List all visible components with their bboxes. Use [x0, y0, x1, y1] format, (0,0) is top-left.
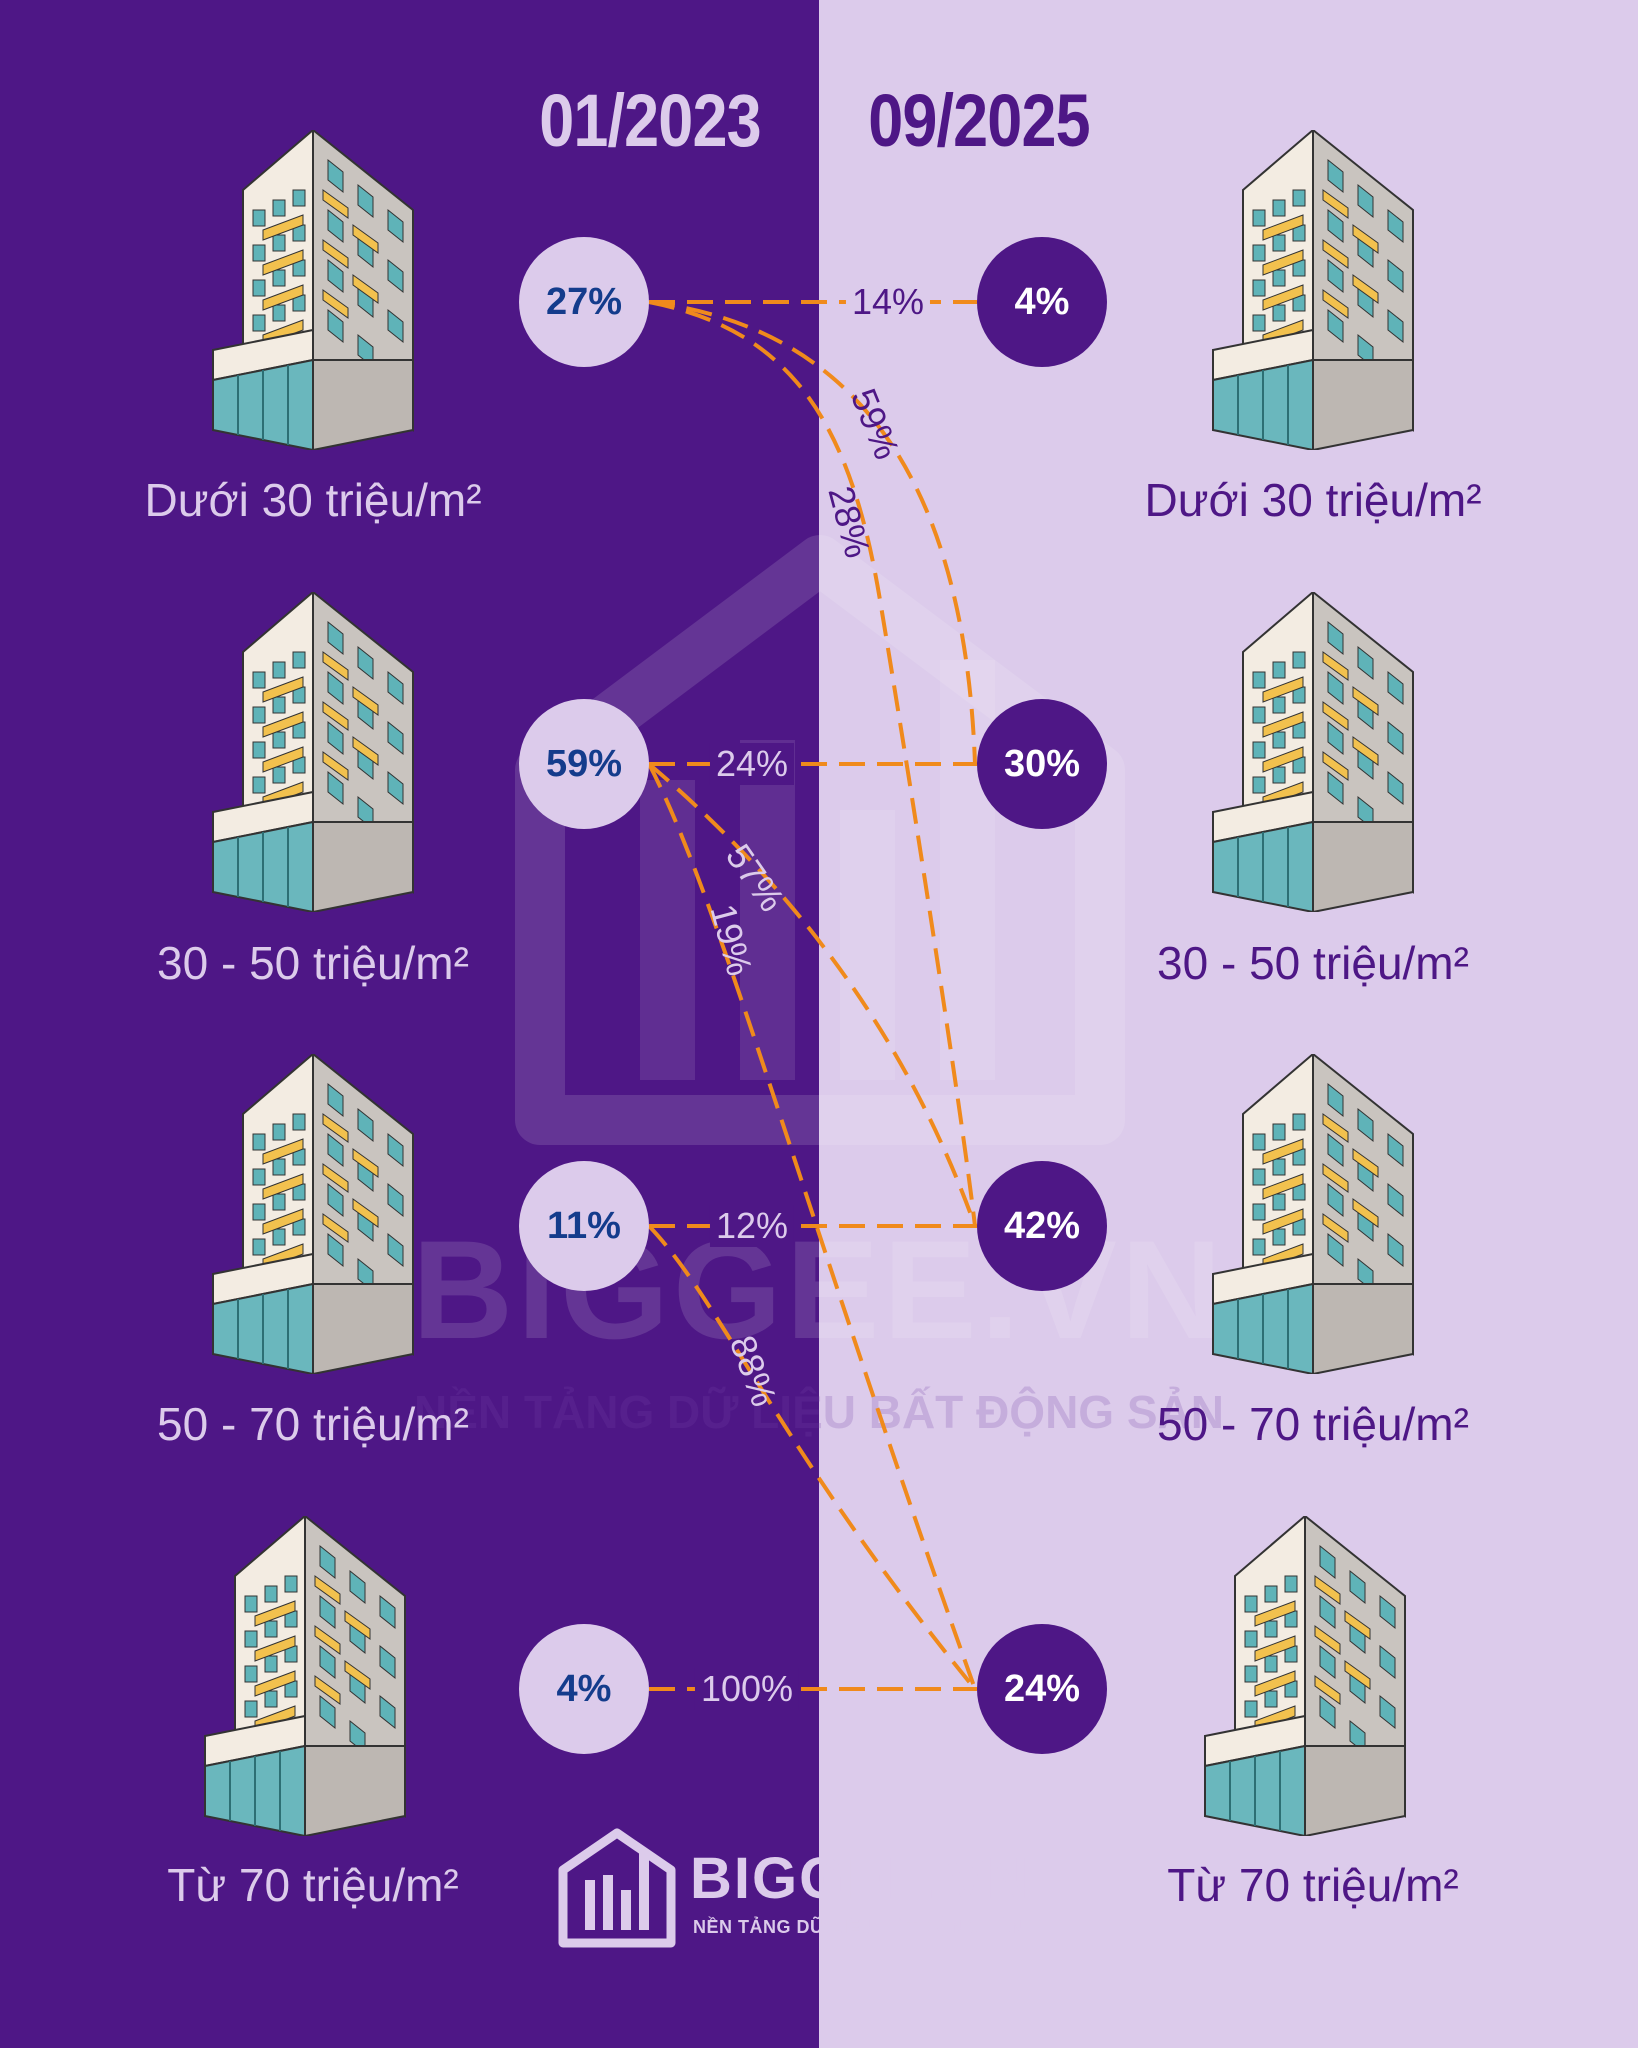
segment-label-2025: 30 - 50 triệu/m²	[1157, 937, 1469, 989]
segment-label-2025: 50 - 70 triệu/m²	[1157, 1398, 1469, 1450]
flow-line-28	[648, 300, 977, 1227]
share-2023-badge: 59%	[519, 699, 649, 829]
share-2025-badge: 30%	[977, 699, 1107, 829]
flow-label: 24%	[709, 743, 795, 785]
segment-label-2023: 30 - 50 triệu/m²	[157, 937, 469, 989]
flow-label: 100%	[694, 1668, 800, 1710]
segment-label-2023: Dưới 30 triệu/m²	[144, 474, 482, 526]
brand-name: BIGGEE.VN	[690, 1846, 1031, 1911]
right-panel-2025	[819, 0, 1638, 2048]
share-2025-badge: 42%	[977, 1161, 1107, 1291]
share-2023-badge: 27%	[519, 237, 649, 367]
flow-line-88	[647, 1224, 977, 1691]
share-2025-badge: 4%	[977, 237, 1107, 367]
date-2023-title: 01/2023	[539, 79, 761, 162]
segment-label-2023: Từ 70 triệu/m²	[167, 1859, 459, 1911]
segment-label-2025: Dưới 30 triệu/m²	[1144, 474, 1482, 526]
date-2025-title: 09/2025	[868, 79, 1090, 162]
flow-line-57	[647, 762, 977, 1227]
house-chart-icon	[558, 1828, 676, 1948]
brand-logo: BIGGEE.VN NỀN TẢNG DỮ LIỆU BẤT ĐỘNG SẢN	[555, 1825, 1045, 1955]
flow-label: 12%	[709, 1205, 795, 1247]
share-2023-badge: 11%	[519, 1161, 649, 1291]
flow-line-19	[647, 763, 977, 1690]
share-2025-badge: 24%	[977, 1624, 1107, 1754]
segment-label-2023: 50 - 70 triệu/m²	[157, 1398, 469, 1450]
flow-label: 14%	[845, 281, 931, 323]
share-2023-badge: 4%	[519, 1624, 649, 1754]
segment-label-2025: Từ 70 triệu/m²	[1167, 1859, 1459, 1911]
flow-line-59a	[648, 300, 977, 765]
brand-tagline: NỀN TẢNG DỮ LIỆU BẤT ĐỘNG SẢN	[693, 1917, 1025, 1937]
